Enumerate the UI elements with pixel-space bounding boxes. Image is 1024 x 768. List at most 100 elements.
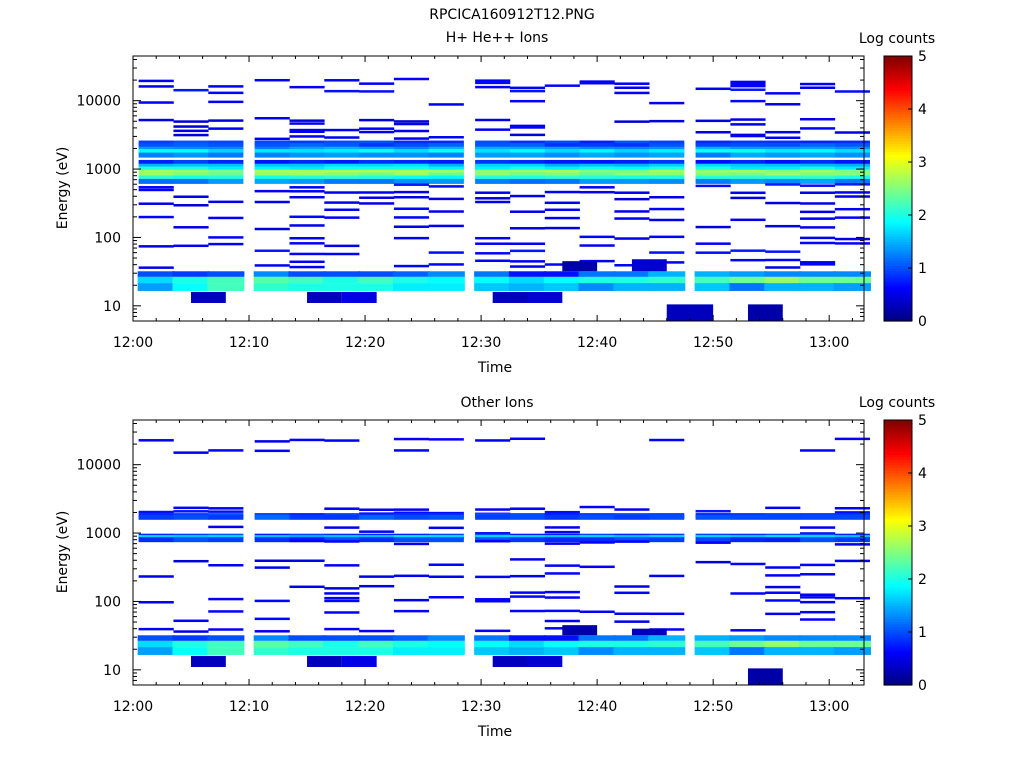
x-tick-label: 12:10 [229, 699, 269, 715]
low-energy-cell [694, 283, 732, 291]
energy-line-cell [173, 133, 209, 137]
energy-line-cell [208, 216, 244, 220]
colorbar-swatch [884, 677, 912, 681]
colorbar-swatch [884, 93, 912, 97]
energy-line-cell [173, 175, 209, 181]
low-energy-cell [253, 647, 291, 655]
low-energy-cell [288, 276, 326, 284]
colorbar-swatch [884, 132, 912, 137]
energy-line-cell [800, 159, 836, 165]
energy-line-cell [289, 85, 325, 89]
low-energy-cell [392, 640, 431, 648]
energy-line-cell [324, 514, 360, 520]
colorbar-swatch [884, 541, 912, 546]
colorbar-swatch [884, 568, 912, 572]
energy-line-cell [289, 140, 325, 146]
low-energy-cell [543, 635, 581, 641]
energy-line-cell [834, 183, 870, 186]
energy-line-cell [475, 152, 511, 158]
colorbar-swatch [884, 512, 912, 516]
energy-line-cell [359, 172, 395, 178]
energy-line-cell [324, 599, 360, 603]
low-energy-cell [799, 276, 837, 284]
low-energy-cell [137, 271, 175, 277]
low-energy-cell [323, 283, 361, 291]
energy-line-cell [254, 617, 290, 621]
x-tick-label: 13:00 [809, 335, 849, 351]
sparse-cell [747, 304, 783, 321]
energy-line-cell [138, 85, 174, 88]
colorbar-swatch [884, 621, 912, 625]
energy-line-cell [834, 195, 870, 198]
x-tick-label: 12:00 [113, 335, 153, 351]
x-tick-label: 12:50 [693, 335, 733, 351]
energy-line-cell [649, 235, 685, 239]
energy-line-cell [289, 178, 325, 184]
colorbar-swatch [884, 315, 912, 319]
colorbar-swatch [884, 101, 912, 105]
colorbar-swatch [884, 95, 912, 99]
energy-line-cell [800, 618, 836, 621]
energy-line-cell [173, 630, 209, 633]
energy-line-cell [509, 507, 546, 510]
energy-line-cell [649, 612, 685, 616]
energy-line-cell [765, 506, 801, 510]
energy-line-cell [579, 565, 615, 569]
colorbar-swatch [884, 645, 912, 649]
energy-line-cell [834, 149, 870, 155]
energy-line-cell [800, 261, 836, 264]
energy-line-cell [428, 140, 464, 146]
energy-line-cell [324, 439, 360, 442]
sparse-cell [492, 655, 528, 667]
energy-line-cell [695, 169, 731, 175]
panel-h-he-ions: H+ He++ Ions 12:00 12:10 12:20 12:30 12:40 12… [55, 30, 935, 376]
low-energy-cell [833, 647, 871, 655]
energy-line-cell [800, 449, 836, 452]
energy-line-cell [324, 128, 360, 132]
energy-line-cell [730, 249, 766, 252]
panel-other-ions: Other Ions 12:00 12:10 12:20 12:30 12:40 12:5… [55, 395, 935, 740]
low-energy-cell [729, 635, 767, 641]
colorbar-swatch [884, 438, 912, 442]
energy-line-cell [509, 89, 546, 93]
energy-line-cell [208, 525, 244, 529]
energy-line-cell [544, 542, 580, 545]
energy-line-cell [765, 266, 801, 269]
energy-line-cell [208, 119, 244, 122]
energy-line-cell [475, 166, 511, 172]
sparse-cell [562, 261, 598, 272]
energy-line-cell [475, 259, 511, 263]
energy-line-cell [765, 514, 801, 520]
energy-line-cell [544, 564, 580, 567]
colorbar-swatch [884, 151, 912, 155]
low-energy-cell [358, 276, 396, 284]
low-energy-cell [648, 640, 686, 648]
low-energy-cell [207, 276, 245, 284]
low-energy-cell [694, 640, 732, 648]
energy-line-cell [509, 163, 546, 169]
energy-line-cell [509, 126, 546, 129]
colorbar-swatch [884, 473, 912, 477]
energy-line-cell [173, 143, 209, 149]
colorbar-tick-label: 5 [918, 49, 927, 65]
energy-line-cell [614, 514, 650, 520]
low-energy-cell [427, 276, 465, 284]
energy-line-cell [579, 152, 615, 158]
x-tick-label: 12:30 [461, 335, 501, 351]
energy-line-cell [614, 175, 650, 181]
colorbar-swatch [884, 268, 912, 272]
colorbar-swatch [884, 573, 912, 577]
energy-line-cell [544, 172, 580, 178]
colorbar-swatch [884, 130, 912, 134]
colorbar-swatch [884, 494, 912, 498]
energy-line-cell [359, 202, 395, 205]
colorbar-swatch [884, 209, 912, 213]
energy-line-cell [730, 159, 766, 165]
energy-line-cell [428, 263, 464, 266]
colorbar-swatch [884, 135, 912, 139]
energy-line-cell [649, 172, 685, 178]
energy-line-cell [800, 532, 836, 535]
energy-line-cell [730, 562, 766, 566]
energy-line-cell [254, 117, 290, 120]
colorbar-swatch [884, 244, 912, 248]
